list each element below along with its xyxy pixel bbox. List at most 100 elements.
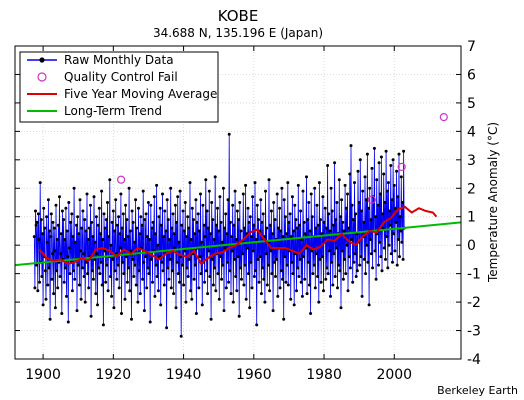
raw-data-point: [105, 263, 109, 267]
raw-data-point: [83, 218, 87, 222]
raw-data-point: [138, 292, 142, 296]
raw-data-point: [87, 286, 91, 290]
raw-data-point: [95, 252, 99, 256]
legend: Raw Monthly Data Quality Control Fail Fi…: [19, 51, 219, 123]
raw-data-point: [85, 192, 89, 196]
raw-data-point: [207, 249, 211, 253]
raw-data-point: [159, 223, 163, 227]
raw-data-point: [195, 220, 199, 224]
raw-data-point: [316, 275, 320, 278]
raw-data-point: [210, 201, 214, 204]
raw-data-point: [338, 269, 342, 273]
raw-data-point: [365, 243, 369, 247]
raw-data-point: [385, 235, 389, 239]
quality-control-fail-point: [439, 112, 448, 122]
raw-data-point: [241, 192, 245, 196]
raw-data-point: [94, 292, 98, 296]
raw-data-point: [220, 277, 224, 281]
raw-data-point: [35, 220, 39, 224]
raw-data-point: [199, 272, 203, 276]
raw-data-point: [313, 286, 317, 290]
raw-data-point: [247, 220, 251, 224]
raw-data-point: [126, 235, 130, 239]
raw-data-point: [264, 252, 268, 256]
raw-data-point: [132, 275, 136, 278]
raw-data-point: [315, 203, 319, 207]
raw-data-point: [261, 212, 265, 216]
raw-data-point: [86, 238, 90, 241]
y-tick-label: -2: [467, 295, 481, 311]
raw-data-point: [193, 232, 197, 236]
raw-data-point: [125, 218, 129, 222]
raw-data-point: [49, 235, 53, 239]
raw-data-point: [230, 235, 234, 239]
raw-data-point: [99, 260, 103, 264]
raw-data-point: [300, 238, 304, 241]
raw-data-point: [271, 232, 274, 236]
raw-data-point: [109, 243, 113, 247]
raw-data-point: [307, 201, 311, 204]
raw-data-point: [170, 269, 174, 273]
raw-data-point: [366, 260, 370, 264]
raw-data-point: [361, 189, 365, 193]
raw-data-point: [388, 223, 392, 227]
raw-data-point: [45, 215, 49, 219]
raw-data-point: [317, 181, 321, 185]
raw-data-point: [268, 223, 272, 227]
raw-data-point: [37, 238, 41, 241]
raw-data-point: [125, 280, 129, 284]
raw-data-point: [127, 186, 131, 190]
raw-data-point: [237, 218, 241, 222]
raw-data-point: [205, 209, 209, 213]
raw-data-point: [49, 212, 53, 216]
raw-data-point: [33, 286, 37, 290]
raw-data-point: [376, 203, 380, 207]
raw-data-point: [337, 178, 341, 182]
raw-data-point: [252, 275, 256, 278]
raw-data-point: [186, 215, 190, 219]
raw-data-point: [302, 255, 306, 259]
y-tick-label: 0: [467, 238, 476, 254]
y-axis: -4 -3 -2 -1 0 1 2 3 4 5 6 7: [15, 39, 481, 368]
raw-data-point: [299, 280, 303, 284]
raw-data-point: [152, 195, 156, 199]
raw-data-point: [235, 209, 239, 213]
raw-data-point: [310, 249, 314, 253]
raw-data-point: [43, 226, 47, 230]
raw-data-point: [343, 183, 347, 187]
raw-data-point: [251, 249, 255, 253]
raw-data-point: [42, 206, 46, 210]
raw-data-point: [385, 189, 389, 193]
raw-data-point: [162, 283, 166, 287]
raw-data-point: [210, 257, 214, 261]
raw-data-point: [38, 280, 42, 284]
raw-data-point: [160, 260, 164, 264]
raw-data-point: [281, 277, 284, 281]
raw-data-point: [164, 229, 168, 233]
credit-label: Berkeley Earth: [437, 384, 518, 397]
raw-data-point: [91, 277, 95, 281]
raw-data-point: [216, 206, 219, 210]
quality-control-fail-point: [116, 175, 126, 184]
raw-data-point: [54, 203, 58, 207]
raw-data-point: [113, 269, 117, 273]
raw-data-point: [161, 192, 164, 196]
raw-data-point: [256, 257, 260, 261]
raw-data-point: [302, 220, 306, 224]
raw-data-point: [364, 272, 368, 276]
raw-data-point: [333, 275, 337, 278]
raw-data-point: [219, 220, 223, 224]
raw-data-point: [330, 209, 334, 213]
raw-data-point: [274, 275, 277, 278]
raw-data-point: [113, 229, 116, 233]
raw-data-point: [65, 229, 69, 233]
raw-data-point: [142, 260, 146, 264]
raw-data-point: [343, 257, 346, 261]
raw-data-point: [270, 272, 274, 276]
raw-data-point: [298, 257, 302, 261]
raw-data-point: [145, 235, 149, 239]
raw-data-point: [36, 212, 40, 216]
raw-data-point: [192, 218, 195, 222]
raw-data-point: [131, 220, 135, 224]
raw-data-point: [233, 257, 236, 261]
